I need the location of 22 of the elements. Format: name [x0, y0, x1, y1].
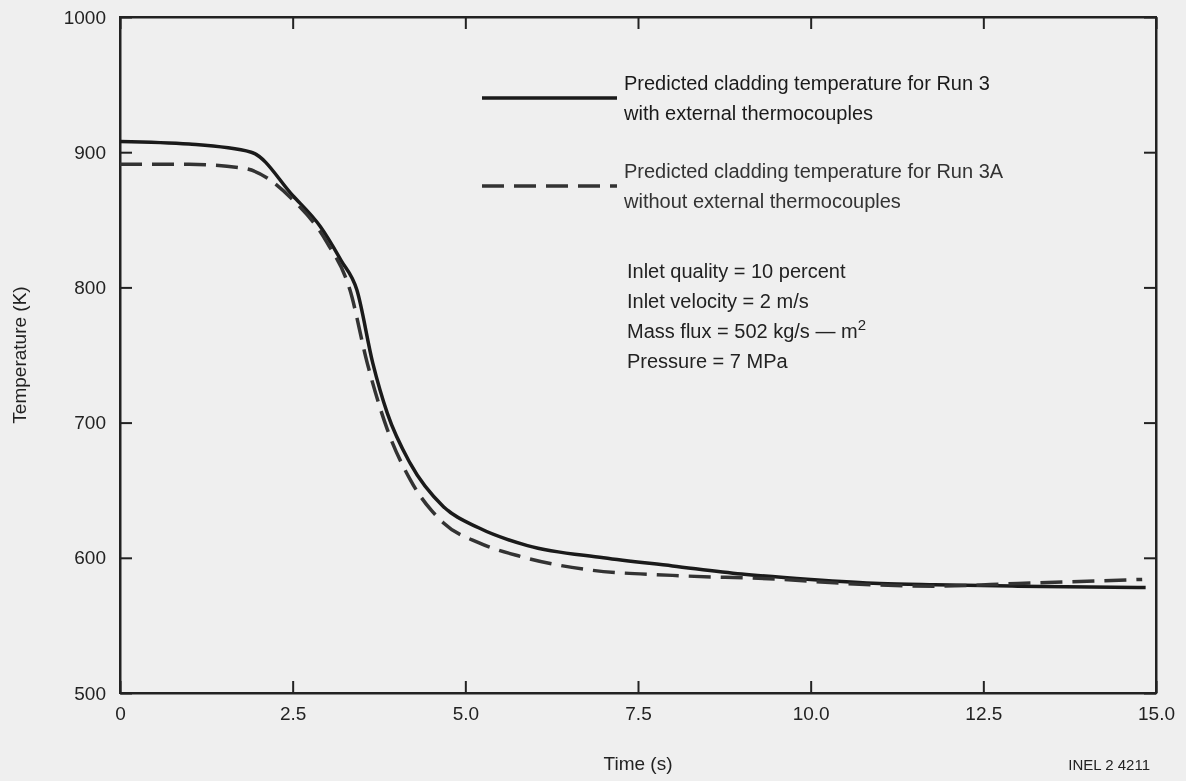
x-tick-label: 7.5 — [625, 703, 652, 725]
x-axis-title: Time (s) — [603, 753, 673, 774]
y-tick-label: 700 — [74, 412, 106, 434]
y-tick-label: 1000 — [63, 6, 106, 28]
annotation: Inlet quality = 10 percent — [627, 260, 846, 282]
x-tick-label: 15.0 — [1138, 703, 1175, 725]
y-tick-label: 800 — [74, 276, 106, 298]
y-tick-label: 600 — [74, 547, 106, 569]
y-tick-label: 900 — [74, 141, 106, 163]
x-tick-label: 2.5 — [279, 703, 307, 725]
x-tick-label: 10.0 — [792, 703, 830, 725]
x-tick-label: 5.0 — [452, 703, 480, 725]
y-tick-label: 500 — [74, 682, 106, 704]
y-axis-title: Temperature (K) — [9, 286, 30, 424]
annotation: Inlet velocity = 2 m/s — [627, 290, 809, 312]
annotation: Mass flux = 502 kg/s — m$^{2}$ — [627, 315, 866, 342]
annotation: Pressure = 7 MPa — [627, 350, 789, 372]
x-tick-label: 0 — [115, 703, 126, 725]
text: Predicted cladding temperature for Run 3 with external thermocouples — [623, 72, 990, 124]
text: INEL 2 4211 — [1068, 756, 1150, 773]
x-tick-label: 12.5 — [965, 703, 1003, 725]
text: Predicted cladding temperature for Run 3A without external thermocouples — [623, 160, 1004, 212]
